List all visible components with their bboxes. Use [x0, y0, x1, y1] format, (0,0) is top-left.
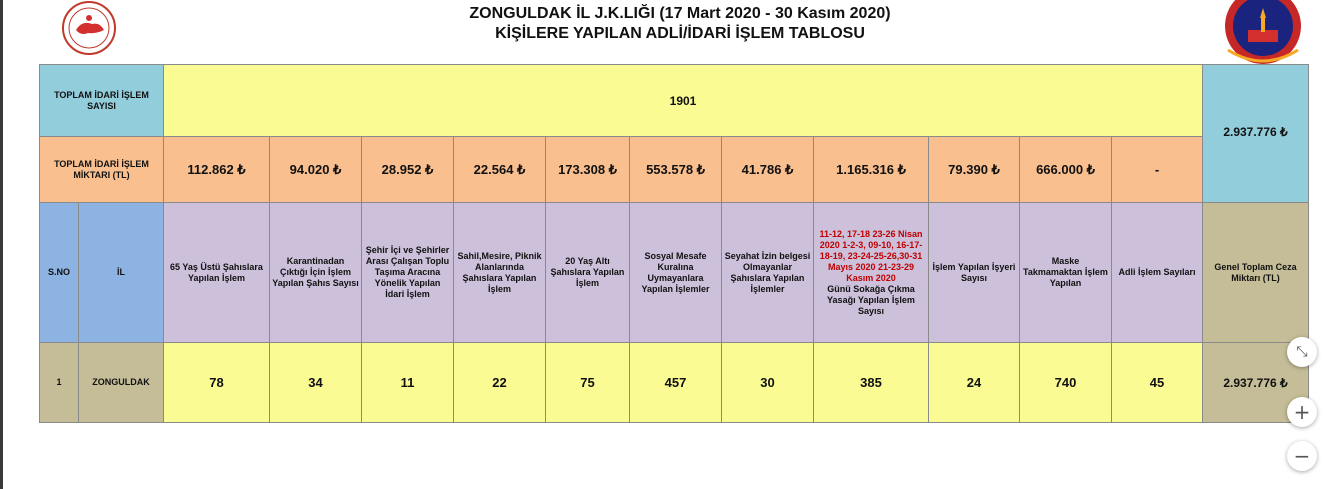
- header-curfew: 11-12, 17-18 23-26 Nisan 2020 1-2-3, 09-…: [813, 202, 929, 343]
- header-grand-total: Genel Toplam Ceza Miktarı (TL): [1202, 202, 1309, 343]
- penalty-table: TOPLAM İDARİ İŞLEM SAYISI 1901 2.937.776…: [39, 64, 1309, 423]
- curfew-dates: 11-12, 17-18 23-26 Nisan 2020 1-2-3, 09-…: [819, 228, 923, 283]
- header-public-transport: Şehir İçi ve Şehirler Arası Çalışan Topl…: [361, 202, 454, 343]
- curfew-label: Günü Sokağa Çıkma Yasağı Yapılan İşlem S…: [827, 283, 915, 316]
- header-sno: S.NO: [39, 202, 79, 343]
- row-value: 740: [1019, 342, 1112, 423]
- amount-cell: 22.564 ₺: [453, 136, 546, 203]
- row-value: 24: [928, 342, 1020, 423]
- row-value: 34: [269, 342, 362, 423]
- fit-page-icon: ⤡: [1296, 344, 1308, 360]
- header-workplace: İşlem Yapılan İşyeri Sayısı: [928, 202, 1020, 343]
- row-value: 30: [721, 342, 814, 423]
- total-count-value: 1901: [163, 64, 1203, 137]
- total-amount-label: TOPLAM İDARİ İŞLEM MİKTARI (TL): [39, 136, 164, 203]
- ministry-seal-icon: [62, 1, 116, 55]
- row-value: 45: [1111, 342, 1203, 423]
- zoom-in-button[interactable]: +: [1287, 397, 1317, 427]
- header-travel-permit: Seyahat İzin belgesi Olmayanlar Şahıslar…: [721, 202, 814, 343]
- page-left-border: [0, 0, 3, 489]
- grand-total-value: 2.937.776 ₺: [1202, 64, 1309, 203]
- header-judicial: Adli İşlem Sayıları: [1111, 202, 1203, 343]
- header-65-plus: 65 Yaş Üstü Şahıslara Yapılan İşlem: [163, 202, 270, 343]
- amount-cell: 173.308 ₺: [545, 136, 630, 203]
- table-row: 1 ZONGULDAK 78 34 11 22 75 457 30 385 24…: [39, 342, 1309, 423]
- row-value: 457: [629, 342, 722, 423]
- row-il: ZONGULDAK: [78, 342, 164, 423]
- header-mask: Maske Takmamaktan İşlem Yapılan: [1019, 202, 1112, 343]
- row-value: 385: [813, 342, 929, 423]
- amount-cell: 666.000 ₺: [1019, 136, 1112, 203]
- row-value: 78: [163, 342, 270, 423]
- page-title: ZONGULDAK İL J.K.LIĞI (17 Mart 2020 - 30…: [469, 5, 891, 22]
- plus-icon: +: [1293, 400, 1311, 424]
- amount-cell: 79.390 ₺: [928, 136, 1020, 203]
- total-count-label: TOPLAM İDARİ İŞLEM SAYISI: [39, 64, 164, 137]
- minus-icon: −: [1293, 444, 1311, 468]
- header-under-20: 20 Yaş Altı Şahıslara Yapılan İşlem: [545, 202, 630, 343]
- header-beach-picnic: Sahil,Mesire, Piknik Alanlarında Şahısla…: [453, 202, 546, 343]
- amount-cell: 94.020 ₺: [269, 136, 362, 203]
- header-social-distance: Sosyal Mesafe Kuralına Uymayanlara Yapıl…: [629, 202, 722, 343]
- row-value: 75: [545, 342, 630, 423]
- amount-cell: -: [1111, 136, 1203, 203]
- row-value: 22: [453, 342, 546, 423]
- jandarma-emblem-icon: [1225, 0, 1301, 64]
- zoom-out-button[interactable]: −: [1287, 441, 1317, 471]
- amount-cell: 553.578 ₺: [629, 136, 722, 203]
- row-value: 11: [361, 342, 454, 423]
- page-subtitle: KİŞİLERE YAPILAN ADLİ/İDARİ İŞLEM TABLOS…: [495, 25, 865, 42]
- amount-cell: 28.952 ₺: [361, 136, 454, 203]
- fit-page-button[interactable]: ⤡: [1287, 337, 1317, 367]
- amount-cell: 112.862 ₺: [163, 136, 270, 203]
- amount-cell: 41.786 ₺: [721, 136, 814, 203]
- header-quarantine: Karantinadan Çıktığı İçin İşlem Yapılan …: [269, 202, 362, 343]
- header-il: İL: [78, 202, 164, 343]
- amount-cell: 1.165.316 ₺: [813, 136, 929, 203]
- row-sno: 1: [39, 342, 79, 423]
